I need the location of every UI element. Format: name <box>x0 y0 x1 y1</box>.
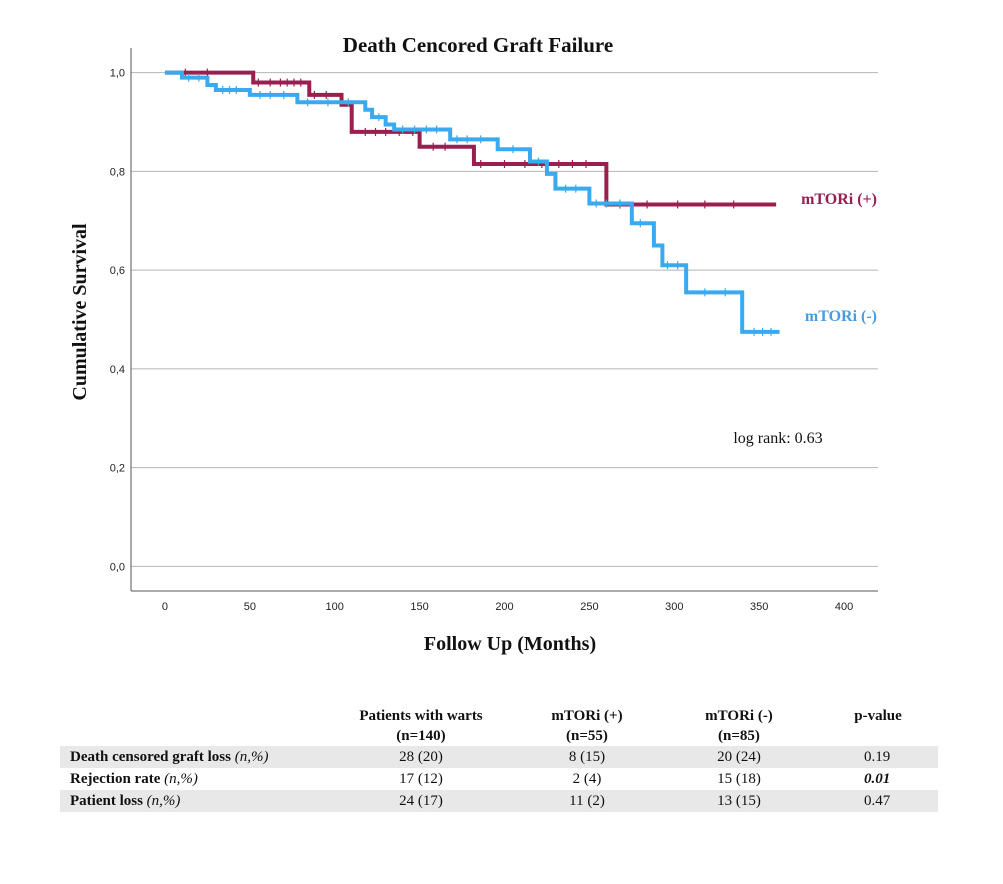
cell-mtori-plus: 11 (2) <box>514 790 660 812</box>
cell-pvalue: 0.19 <box>818 746 938 768</box>
x-tick-label: 0 <box>162 601 168 613</box>
y-tick-label: 0,0 <box>110 561 125 573</box>
row-label-text: Death censored graft loss <box>70 749 231 765</box>
y-axis-ticks: 0,0 0,2 0,4 0,6 0,8 1,0 <box>110 68 125 574</box>
y-tick-label: 0,2 <box>110 463 125 475</box>
x-tick-label: 250 <box>580 601 598 613</box>
table-header-blank <box>60 706 328 746</box>
chart-title: Death Cencored Graft Failure <box>343 33 613 57</box>
table-header-warts: Patients with warts (n=140) <box>359 708 483 744</box>
x-tick-label: 150 <box>410 601 428 613</box>
table-header-mtori-minus: mTORi (-) (n=85) <box>705 708 773 744</box>
table-header-row: Patients with warts (n=140) mTORi (+) (n=5… <box>60 706 938 746</box>
table-row: Patient loss (n,%) 24 (17) 11 (2) 13 (15… <box>60 790 938 812</box>
row-label: Patient loss (n,%) <box>60 790 328 812</box>
y-tick-label: 0,8 <box>110 166 125 178</box>
x-tick-label: 100 <box>326 601 344 613</box>
row-label-text: Rejection rate <box>70 771 161 787</box>
cell-mtori-minus: 15 (18) <box>717 771 761 787</box>
survival-step-line <box>164 70 777 207</box>
grid-lines <box>131 72 878 567</box>
series-label-mtori-minus: mTORi (-) <box>805 308 877 325</box>
x-tick-label: 200 <box>495 601 513 613</box>
series-label-mtori-plus: mTORi (+) <box>801 191 877 208</box>
table-header-pvalue: p-value <box>854 708 902 724</box>
table-row: Rejection rate (n,%) 17 (12) 2 (4) 15 (1… <box>60 768 938 790</box>
cell-pvalue: 0.01 <box>864 771 891 787</box>
cell-mtori-minus: 20 (24) <box>660 746 818 768</box>
survival-step-line <box>164 70 780 334</box>
series-mtori-plus <box>164 68 777 209</box>
statistics-table: Patients with warts (n=140) mTORi (+) (n=5… <box>60 706 938 812</box>
cell-warts: 24 (17) <box>328 790 514 812</box>
x-axis-ticks: 0 50 100 150 200 250 300 350 400 <box>162 601 853 613</box>
row-unit: (n,%) <box>164 771 198 787</box>
survival-curves <box>164 68 780 336</box>
row-label: Death censored graft loss (n,%) <box>60 746 328 768</box>
x-tick-label: 50 <box>244 601 256 613</box>
y-tick-label: 0,4 <box>110 364 125 376</box>
y-tick-label: 0,6 <box>110 265 125 277</box>
y-axis-title: Cumulative Survival <box>69 223 91 401</box>
row-label: Rejection rate (n,%) <box>60 768 328 790</box>
row-unit: (n,%) <box>234 749 269 765</box>
cell-warts: 28 (20) <box>328 746 514 768</box>
row-label-text: Patient loss <box>70 793 143 809</box>
cell-mtori-plus: 8 (15) <box>514 746 660 768</box>
x-tick-label: 350 <box>750 601 768 613</box>
y-tick-label: 1,0 <box>110 68 125 80</box>
cell-pvalue: 0.47 <box>818 790 938 812</box>
cell-warts: 17 (12) <box>399 771 443 787</box>
table-row: Death censored graft loss (n,%) 28 (20) … <box>60 746 938 768</box>
km-chart: Death Cencored Graft Failure 0,00,20,40,… <box>69 33 878 655</box>
x-axis-title: Follow Up (Months) <box>424 633 596 655</box>
log-rank-annotation: log rank: 0.63 <box>733 430 822 447</box>
series-mtori-minus <box>164 70 780 336</box>
cell-mtori-minus: 13 (15) <box>660 790 818 812</box>
cell-mtori-plus: 2 (4) <box>572 771 602 787</box>
row-unit: (n,%) <box>146 793 181 809</box>
x-tick-label: 400 <box>835 601 853 613</box>
table-header-mtori-plus: mTORi (+) (n=55) <box>551 708 623 744</box>
x-tick-label: 300 <box>665 601 683 613</box>
